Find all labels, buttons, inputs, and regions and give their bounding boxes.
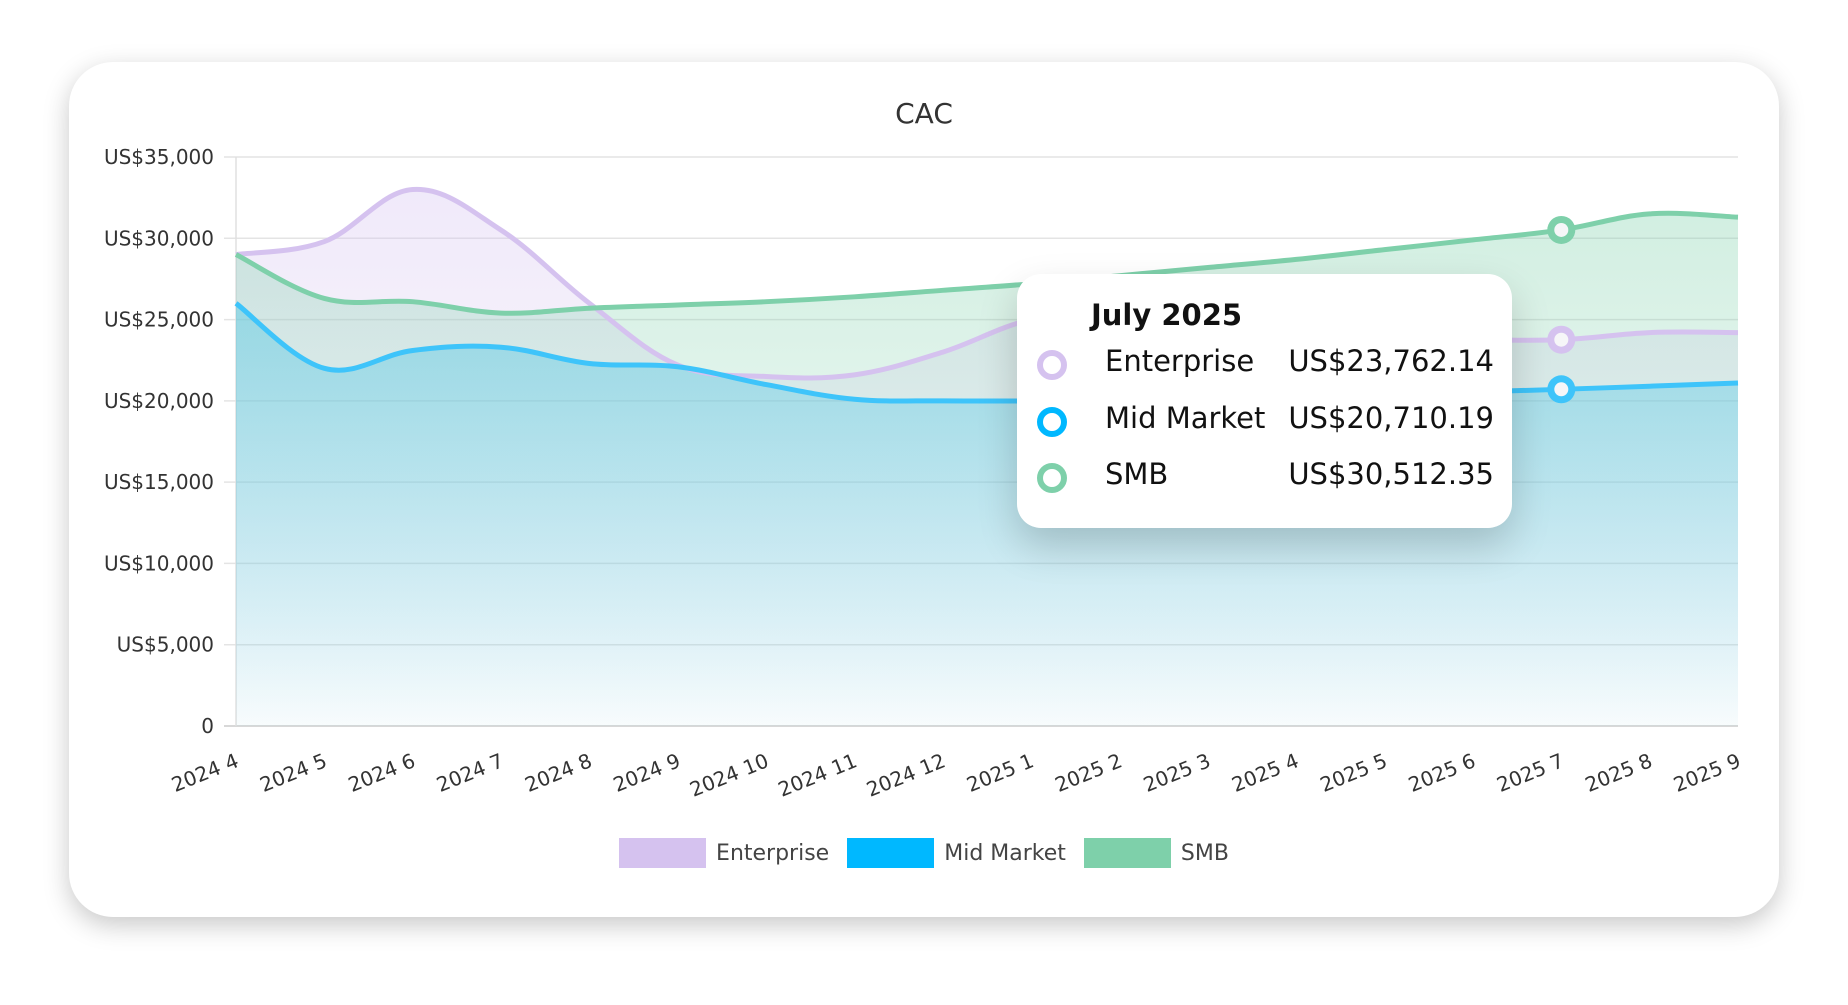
x-tick-label: 2024 7 bbox=[433, 748, 507, 796]
tooltip-label: Enterprise bbox=[1105, 344, 1255, 378]
x-tick-label: 2024 4 bbox=[168, 748, 242, 796]
x-tick-label: 2024 11 bbox=[775, 748, 861, 801]
legend-swatch bbox=[619, 838, 707, 868]
tooltip-label: SMB bbox=[1105, 457, 1169, 491]
chart-title: CAC bbox=[895, 97, 953, 130]
y-tick-label: US$20,000 bbox=[104, 389, 214, 413]
y-tick-label: US$5,000 bbox=[117, 633, 214, 657]
legend-swatch bbox=[847, 838, 935, 868]
legend-item-mid-market[interactable]: Mid Market bbox=[847, 838, 1066, 868]
tooltip-title: July 2025 bbox=[1091, 298, 1243, 332]
legend-label: SMB bbox=[1180, 840, 1229, 866]
x-tick-label: 2024 6 bbox=[345, 748, 419, 796]
x-tick-label: 2025 2 bbox=[1052, 748, 1126, 796]
tooltip-row-mid-market: Mid Market US$20,710.19 bbox=[1037, 401, 1494, 441]
tooltip-value: US$30,512.35 bbox=[1288, 457, 1494, 491]
x-tick-label: 2024 9 bbox=[610, 748, 684, 796]
tooltip-row-smb: SMB US$30,512.35 bbox=[1037, 457, 1494, 497]
tooltip-value: US$23,762.14 bbox=[1288, 344, 1494, 378]
x-tick-label: 2024 8 bbox=[521, 748, 595, 796]
tooltip-value: US$20,710.19 bbox=[1288, 401, 1494, 435]
x-tick-label: 2024 5 bbox=[256, 748, 330, 796]
y-tick-label: US$15,000 bbox=[104, 470, 214, 494]
legend-item-enterprise[interactable]: Enterprise bbox=[619, 838, 829, 868]
x-tick-label: 2025 4 bbox=[1228, 748, 1302, 796]
y-tick-label: US$30,000 bbox=[104, 226, 214, 250]
x-tick-label: 2025 7 bbox=[1493, 748, 1567, 796]
hover-point-center bbox=[1554, 332, 1569, 347]
tooltip: July 2025 Enterprise US$23,762.14 Mid Ma… bbox=[1017, 274, 1512, 528]
x-tick-label: 2025 9 bbox=[1670, 748, 1744, 796]
x-tick-label: 2025 5 bbox=[1317, 748, 1391, 796]
x-tick-label: 2024 10 bbox=[686, 748, 772, 801]
smb-marker-icon bbox=[1037, 463, 1067, 493]
x-tick-label: 2025 6 bbox=[1405, 748, 1479, 796]
legend-label: Enterprise bbox=[716, 840, 830, 866]
y-tick-label: US$10,000 bbox=[104, 551, 214, 575]
mid-market-marker-icon bbox=[1037, 407, 1067, 437]
x-tick-label: 2025 8 bbox=[1582, 748, 1656, 796]
legend-label: Mid Market bbox=[944, 840, 1066, 866]
legend: Enterprise Mid Market SMB bbox=[0, 838, 1848, 868]
tooltip-row-enterprise: Enterprise US$23,762.14 bbox=[1037, 344, 1494, 384]
hover-point-center bbox=[1554, 382, 1569, 397]
x-tick-label: 2025 3 bbox=[1140, 748, 1214, 796]
y-tick-label: US$35,000 bbox=[104, 145, 214, 169]
legend-swatch bbox=[1083, 838, 1171, 868]
hover-point-center bbox=[1554, 222, 1569, 237]
x-tick-label: 2024 12 bbox=[863, 748, 949, 801]
y-tick-label: 0 bbox=[201, 714, 214, 738]
legend-item-smb[interactable]: SMB bbox=[1083, 838, 1229, 868]
x-tick-label: 2025 1 bbox=[963, 748, 1037, 796]
tooltip-label: Mid Market bbox=[1105, 401, 1266, 435]
line-smb bbox=[234, 210, 1739, 316]
enterprise-marker-icon bbox=[1037, 350, 1067, 380]
y-tick-label: US$25,000 bbox=[104, 308, 214, 332]
